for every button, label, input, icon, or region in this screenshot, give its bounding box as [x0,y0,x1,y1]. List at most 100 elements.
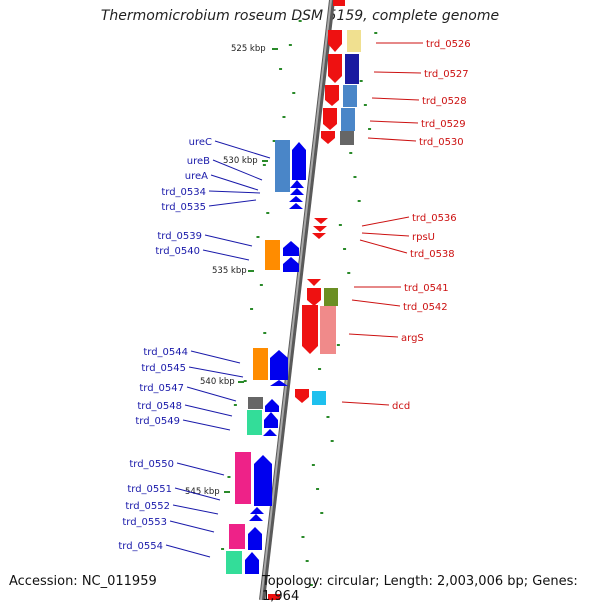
feature-trd_0554[interactable] [226,551,242,574]
gene-label-trd_0539[interactable]: trd_0539 [157,231,202,242]
gene-label-trd_0526[interactable]: trd_0526 [426,39,471,50]
gc-dot [349,152,353,154]
gc-dot [368,128,372,130]
gene-trd_0545[interactable] [270,380,288,386]
gc-dot [309,584,313,586]
label-leader-line [359,239,408,254]
gene-trd_0540[interactable] [283,257,299,272]
gene-label-trd_0553[interactable]: trd_0553 [122,517,167,528]
label-leader-line [351,299,401,307]
feature-trd_0553[interactable] [229,524,245,549]
gc-dot [305,560,309,562]
gene-label-trd_0540[interactable]: trd_0540 [155,246,200,257]
gene-arrow-top[interactable] [333,0,345,6]
gc-dot [292,92,296,94]
gene-trd_0552[interactable] [249,514,263,521]
gene-label-trd_0550[interactable]: trd_0550 [129,459,174,470]
gene-label-ureC[interactable]: ureC [189,137,212,148]
feature-trd_0548[interactable] [247,410,262,435]
gene-label-trd_0551[interactable]: trd_0551 [127,484,172,495]
gene-trd_0544[interactable] [270,350,288,380]
gene-trd_0554[interactable] [245,552,259,574]
gene-label-rpsU[interactable]: rpsU [412,232,435,243]
left-gene-labels: ureC ureB ureA trd_0534 trd_0535 trd_0539 trd_… [118,137,271,558]
label-leader-line [172,504,219,515]
gene-trd_0534[interactable] [289,196,303,202]
feature-trd_0547[interactable] [248,397,263,409]
feature-dcd[interactable] [312,391,326,405]
feature-trd_0544[interactable] [253,348,268,380]
gc-dot [262,164,266,166]
gene-trd_0528[interactable] [325,85,339,106]
gene-trd_0527[interactable] [328,54,342,83]
gene-trd_0536[interactable] [314,218,328,224]
gc-dot [320,512,324,514]
feature-trd_0526[interactable] [347,30,361,52]
gene-ureA[interactable] [290,188,304,195]
gene-trd_0539[interactable] [283,241,299,256]
gene-label-trd_0552[interactable]: trd_0552 [125,501,170,512]
gene-trd_0530[interactable] [321,131,335,144]
gene-label-trd_0545[interactable]: trd_0545 [141,363,186,374]
kbp-tick-mark [272,48,278,50]
gene-trd_0547[interactable] [265,399,279,412]
gene-label-trd_0541[interactable]: trd_0541 [404,283,449,294]
gene-label-trd_0530[interactable]: trd_0530 [419,137,464,148]
genome-backbone [259,0,335,600]
gc-dot [330,440,334,442]
gene-label-dcd[interactable]: dcd [392,401,410,412]
gene-trd_0549[interactable] [263,429,277,436]
gene-trd_0541-body[interactable] [307,288,321,306]
gc-dot [353,176,357,178]
label-leader-line [348,333,399,338]
gene-arrow-bottom[interactable] [268,594,280,600]
gene-label-trd_0527[interactable]: trd_0527 [424,69,469,80]
feature-trd_0542[interactable] [324,288,338,306]
gene-trd_0541[interactable] [307,279,321,286]
feature-trd_0530[interactable] [340,131,354,145]
gene-argS[interactable] [302,305,318,354]
gene-label-trd_0544[interactable]: trd_0544 [143,347,188,358]
gene-trd_0548[interactable] [264,412,278,428]
gene-label-trd_0549[interactable]: trd_0549 [135,416,180,427]
gene-label-ureB[interactable]: ureB [187,156,210,167]
gene-label-trd_0542[interactable]: trd_0542 [403,302,448,313]
gene-ureC[interactable] [292,142,306,180]
gc-dot [279,68,283,70]
label-leader-line [186,386,237,402]
gene-trd_0553[interactable] [248,527,262,550]
gene-label-trd_0534[interactable]: trd_0534 [161,187,206,198]
gene-label-argS[interactable]: argS [401,333,424,344]
gene-trd_0526[interactable] [328,30,342,52]
gene-label-trd_0535[interactable]: trd_0535 [161,202,206,213]
feature-ureC[interactable] [275,140,290,192]
label-leader-line [367,137,417,142]
gc-dot [301,536,305,538]
feature-trd_0527[interactable] [345,54,359,84]
gene-label-trd_0536[interactable]: trd_0536 [412,213,457,224]
gene-label-trd_0547[interactable]: trd_0547 [139,383,184,394]
gene-trd_0535[interactable] [289,203,303,209]
gene-trd_0529[interactable] [323,108,337,130]
feature-trd_0550[interactable] [235,452,251,504]
gene-label-trd_0529[interactable]: trd_0529 [421,119,466,130]
gene-label-trd_0548[interactable]: trd_0548 [137,401,182,412]
gene-trd_0550[interactable] [254,455,272,506]
gene-rpsU[interactable] [313,226,327,232]
gene-trd_0538[interactable] [312,233,326,239]
gene-label-trd_0538[interactable]: trd_0538 [410,249,455,260]
gene-label-trd_0528[interactable]: trd_0528 [422,96,467,107]
feature-trd_0529[interactable] [341,108,355,131]
feature-argS[interactable] [320,306,336,354]
feature-trd_0539[interactable] [265,240,280,270]
label-leader-line [373,71,422,74]
gene-trd_0551[interactable] [250,507,264,514]
gene-ureB[interactable] [290,180,304,188]
gene-label-ureA[interactable]: ureA [185,171,208,182]
feature-trd_0528[interactable] [343,85,357,107]
gene-dcd[interactable] [295,389,309,403]
gc-dot [250,308,254,310]
gene-label-trd_0554[interactable]: trd_0554 [118,541,163,552]
accession-text: Accession: NC_011959 [9,574,157,589]
